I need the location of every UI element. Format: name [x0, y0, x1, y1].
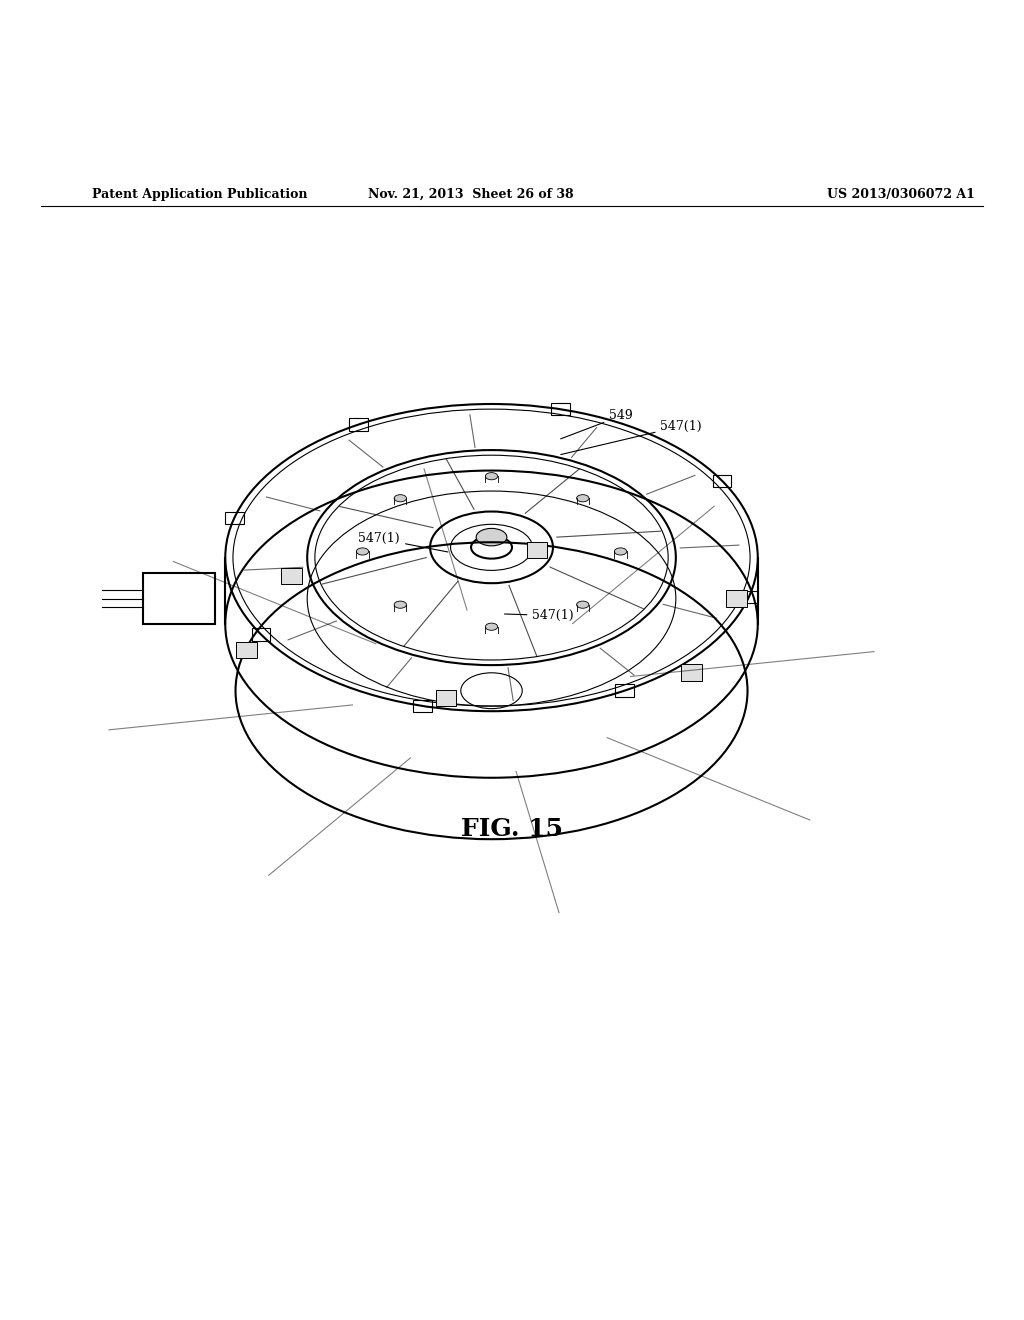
Text: 547(1): 547(1)	[561, 420, 702, 454]
Text: FIG. 15: FIG. 15	[461, 817, 563, 841]
Bar	[436, 690, 457, 706]
Bar	[681, 664, 701, 681]
Text: US 2013/0306072 A1: US 2013/0306072 A1	[827, 187, 975, 201]
Bar	[551, 403, 569, 416]
Bar	[252, 628, 270, 640]
Ellipse shape	[577, 495, 589, 502]
Bar	[713, 475, 731, 487]
Bar	[237, 642, 257, 659]
Text: 549: 549	[561, 409, 633, 438]
Bar	[225, 512, 244, 524]
Bar	[615, 685, 634, 697]
Ellipse shape	[356, 548, 369, 554]
Ellipse shape	[577, 601, 589, 609]
Ellipse shape	[476, 528, 507, 546]
Bar	[349, 418, 368, 430]
Ellipse shape	[394, 495, 407, 502]
Bar	[282, 568, 302, 583]
Bar	[414, 700, 432, 711]
Text: Patent Application Publication: Patent Application Publication	[92, 187, 307, 201]
Ellipse shape	[394, 601, 407, 609]
Text: Nov. 21, 2013  Sheet 26 of 38: Nov. 21, 2013 Sheet 26 of 38	[369, 187, 573, 201]
Bar	[739, 591, 758, 603]
Text: 547(1): 547(1)	[505, 609, 574, 622]
Ellipse shape	[485, 473, 498, 479]
Bar	[526, 541, 547, 558]
Ellipse shape	[614, 548, 627, 554]
Ellipse shape	[485, 623, 498, 631]
Bar	[726, 590, 746, 607]
Text: 547(1): 547(1)	[358, 532, 447, 552]
